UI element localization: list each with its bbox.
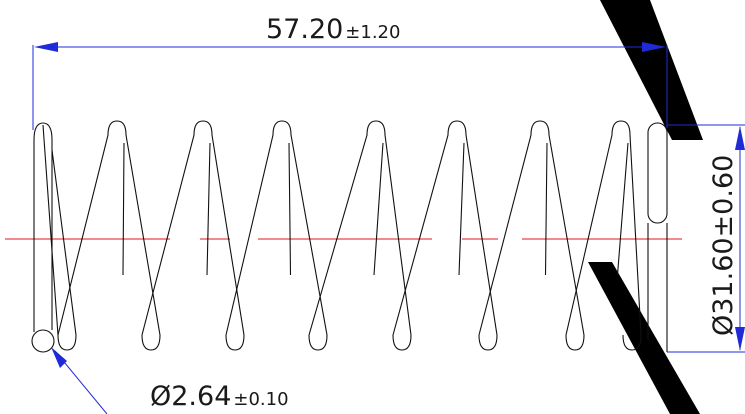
spring-end-right — [647, 122, 668, 352]
coil-bottom-loop — [622, 334, 642, 351]
coil-top-loop — [392, 120, 498, 336]
coil-bottom-loop — [141, 334, 161, 351]
coil-top-loop — [225, 120, 328, 336]
outer-diameter-dimension — [667, 124, 745, 353]
coil-bottom-loop — [478, 334, 498, 351]
coil-top-loop — [141, 120, 245, 336]
wire-diameter-leader — [51, 347, 108, 414]
spring-coils — [42, 120, 642, 351]
coil-bottom-loop — [225, 334, 245, 351]
length-dimension — [32, 42, 668, 130]
coil-top-loop — [478, 120, 585, 336]
coil-back-edge — [544, 142, 548, 276]
coil-top-loop — [565, 120, 642, 336]
spring-end-left — [31, 122, 55, 353]
length-label: 57.20 ±1.20 — [266, 14, 400, 45]
coil-back-edge — [373, 142, 384, 276]
watermark-stroke — [588, 0, 703, 414]
coil-back-edge — [206, 142, 211, 276]
coil-bottom-loop — [392, 334, 412, 351]
wire-section-circle — [31, 329, 55, 353]
coil-back-edge — [616, 142, 629, 276]
coil-top-loop — [57, 120, 161, 336]
coil-bottom-loop — [308, 334, 328, 351]
coil-back-edge — [458, 142, 465, 276]
coil-bottom-loop — [565, 334, 585, 351]
coil-bottom-loop — [57, 334, 77, 351]
outer-diameter-label: Ø31.60±0.60 — [708, 155, 739, 336]
coil-back-edge — [122, 142, 125, 276]
coil-back-edge — [288, 142, 292, 276]
coil-top-loop — [308, 120, 412, 336]
coil-lead-in — [42, 124, 77, 336]
wire-diameter-label: Ø2.64 ±0.10 — [150, 381, 289, 412]
